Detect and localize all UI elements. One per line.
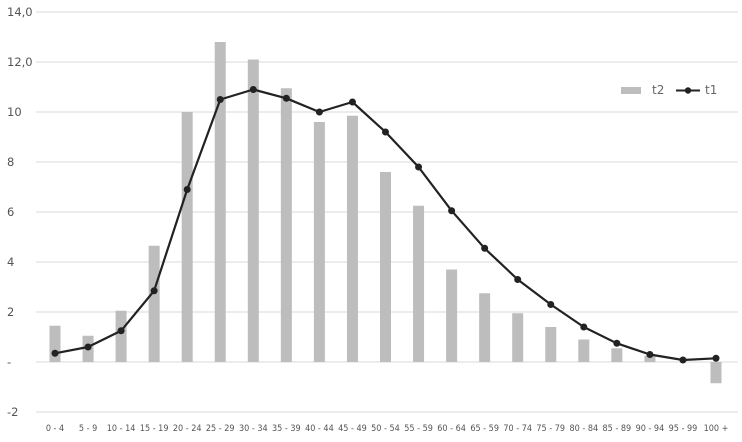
x-tick-label: 0 - 4 xyxy=(46,424,64,434)
y-tick-label: - xyxy=(7,355,11,369)
line-t1 xyxy=(51,86,720,364)
x-tick-label: 95 - 99 xyxy=(669,424,698,434)
x-tick-label: 80 - 84 xyxy=(569,424,598,434)
y-tick-label: 2 xyxy=(7,305,14,319)
legend: t2 t1 xyxy=(621,83,717,97)
point-t1 xyxy=(679,356,687,364)
x-axis-ticks: 0 - 4 5 - 9 10 - 14 15 - 19 20 - 24 25 - 29 30… xyxy=(46,424,729,434)
bar-t2 xyxy=(413,205,425,362)
x-tick-label: 35 - 39 xyxy=(272,424,301,434)
point-t1 xyxy=(547,301,555,308)
bar-t2 xyxy=(280,88,292,362)
point-t1 xyxy=(249,86,257,93)
y-tick-label: 12,0 xyxy=(7,55,33,69)
point-t1 xyxy=(84,343,92,351)
bar-t2 xyxy=(115,310,127,362)
y-tick-label: 4 xyxy=(7,255,14,269)
bar-t2 xyxy=(611,348,623,362)
x-tick-label: 10 - 14 xyxy=(107,424,136,434)
point-t1 xyxy=(216,96,224,103)
bar-t2 xyxy=(49,325,61,362)
point-t1 xyxy=(282,94,290,102)
point-t1 xyxy=(481,244,489,252)
point-t1 xyxy=(580,323,588,331)
point-t1 xyxy=(382,128,389,136)
bar-t2 xyxy=(710,362,722,384)
x-tick-label: 60 - 64 xyxy=(437,424,466,434)
bar-t2 xyxy=(446,269,458,362)
y-tick-label: 14,0 xyxy=(7,5,33,19)
x-tick-label: 45 - 49 xyxy=(338,424,367,434)
bar-t2 xyxy=(181,112,193,362)
x-tick-label: 100 + xyxy=(704,424,729,434)
bar-t2 xyxy=(247,59,259,362)
bar-t2 xyxy=(380,172,391,362)
point-t1 xyxy=(646,351,654,358)
bar-t2 xyxy=(214,42,226,362)
point-t1 xyxy=(348,98,356,106)
legend-label-t2: t2 xyxy=(652,83,664,97)
y-tick-label: 8 xyxy=(7,155,14,169)
x-tick-label: 25 - 29 xyxy=(206,424,235,434)
y-tick-label: -2 xyxy=(7,405,18,419)
x-tick-label: 90 - 94 xyxy=(636,424,665,434)
bar-t2 xyxy=(644,355,656,362)
bar-t2 xyxy=(313,122,325,362)
x-tick-label: 75 - 79 xyxy=(536,424,565,434)
bar-t2 xyxy=(346,115,358,362)
y-tick-label: 10 xyxy=(7,105,22,119)
x-tick-label: 65 - 59 xyxy=(470,424,499,434)
x-tick-label: 40 - 44 xyxy=(305,424,334,434)
bar-t2 xyxy=(479,293,491,362)
point-t1 xyxy=(712,354,720,362)
point-t1 xyxy=(415,163,423,171)
y-tick-label: 6 xyxy=(7,205,14,219)
bar-t2 xyxy=(578,339,590,362)
legend-swatch-t2 xyxy=(621,87,641,94)
bar-t2 xyxy=(512,313,524,362)
point-t1 xyxy=(183,186,191,193)
x-tick-label: 85 - 89 xyxy=(603,424,632,434)
x-tick-label: 70 - 74 xyxy=(503,424,532,434)
x-tick-label: 50 - 54 xyxy=(371,424,400,434)
bars-t2 xyxy=(49,42,722,384)
x-tick-label: 30 - 34 xyxy=(239,424,268,434)
point-t1 xyxy=(117,327,125,335)
legend-swatch-t1-marker xyxy=(684,87,692,94)
point-t1 xyxy=(315,108,323,116)
x-tick-label: 5 - 9 xyxy=(79,424,97,434)
legend-label-t1: t1 xyxy=(705,83,717,97)
x-tick-label: 15 - 19 xyxy=(140,424,169,434)
bar-t2 xyxy=(148,245,160,362)
point-t1 xyxy=(51,349,59,357)
point-t1 xyxy=(448,207,456,215)
x-tick-label: 20 - 24 xyxy=(173,424,202,434)
x-tick-label: 55 - 59 xyxy=(404,424,433,434)
point-t1 xyxy=(150,287,158,295)
point-t1 xyxy=(613,339,621,347)
point-t1 xyxy=(514,276,522,283)
y-axis-ticks: 14,0 12,0 10 8 6 4 2 - -2 xyxy=(7,5,33,419)
bar-t2 xyxy=(545,327,557,362)
